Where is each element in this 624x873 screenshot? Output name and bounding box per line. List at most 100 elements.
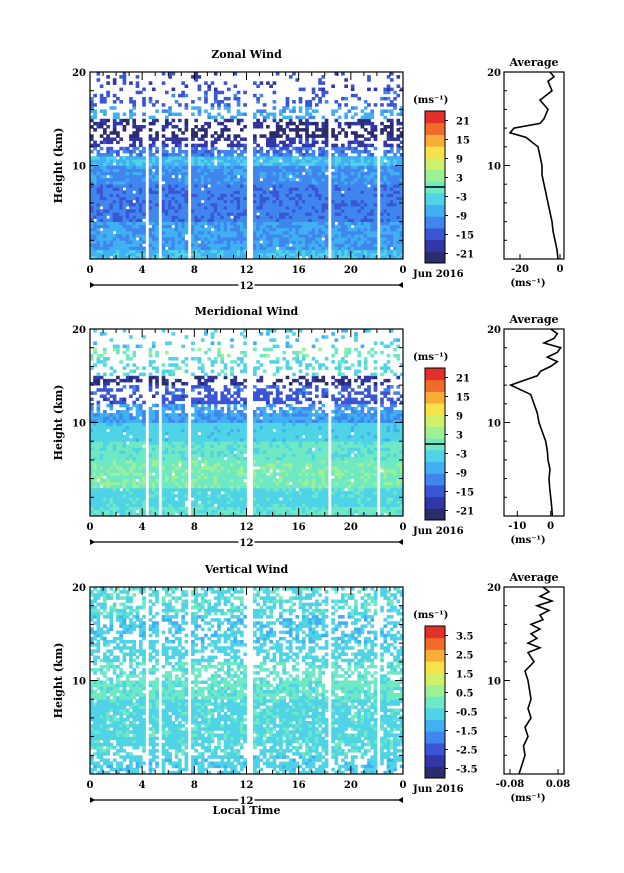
heatmap-cell: [363, 118, 368, 123]
heatmap-cell: [142, 410, 146, 414]
heatmap-cell: [321, 246, 326, 251]
heatmap-cell: [142, 159, 146, 163]
heatmap-cell: [253, 171, 257, 176]
heatmap-cell: [210, 199, 215, 204]
heatmap-cell: [135, 215, 140, 219]
heatmap-cell: [217, 243, 221, 247]
heatmap-cell: [164, 240, 169, 244]
heatmap-cell: [99, 177, 104, 182]
heatmap-cell: [171, 475, 176, 479]
heatmap-cell: [194, 153, 198, 157]
heatmap-cell: [99, 444, 104, 448]
heatmap-cell: [112, 149, 117, 154]
heatmap-cell: [178, 441, 182, 445]
heatmap-cell: [288, 196, 293, 201]
heatmap-cell: [181, 221, 185, 226]
heatmap-cell: [344, 209, 348, 213]
heatmap-cell: [138, 128, 143, 132]
heatmap-cell: [112, 428, 117, 433]
heatmap-cell: [164, 124, 169, 129]
heatmap-cell: [213, 131, 218, 135]
heatmap-cell: [197, 162, 202, 166]
heatmap-cell: [194, 212, 198, 216]
heatmap-cell: [106, 212, 110, 216]
heatmap-cell: [197, 128, 202, 132]
heatmap-cell: [93, 363, 97, 367]
heatmap-cell: [90, 234, 94, 238]
heatmap-cell: [318, 249, 322, 254]
heatmap-cell: [331, 159, 335, 163]
heatmap-cell: [132, 425, 137, 430]
heatmap-cell: [285, 212, 290, 216]
heatmap-cell: [93, 484, 97, 489]
heatmap-cell: [213, 118, 218, 123]
heatmap-cell: [399, 246, 404, 251]
heatmap-cell: [135, 453, 140, 458]
heatmap-cell: [399, 199, 404, 204]
heatmap-cell: [103, 378, 107, 383]
heatmap-cell: [213, 184, 218, 188]
heatmap-cell: [311, 243, 316, 247]
heatmap-cell: [213, 174, 218, 179]
heatmap-cell: [314, 212, 319, 216]
heatmap-cell: [314, 243, 319, 247]
heatmap-cell: [148, 360, 153, 364]
heatmap-cell: [178, 506, 182, 511]
heatmap-cell: [236, 109, 241, 113]
heatmap-cell: [259, 153, 264, 157]
heatmap-cell: [210, 106, 215, 110]
heatmap-cell: [204, 149, 208, 154]
heatmap-cell: [288, 252, 293, 257]
heatmap-cell: [370, 209, 375, 213]
heatmap-cell: [184, 187, 189, 191]
heatmap-cell: [106, 447, 110, 451]
heatmap-cell: [389, 224, 394, 229]
heatmap-cell: [282, 128, 287, 132]
heatmap-cell: [164, 156, 169, 160]
heatmap-cell: [109, 497, 114, 501]
heatmap-cell: [112, 255, 117, 260]
heatmap-cell: [116, 456, 120, 461]
heatmap-cell: [363, 212, 368, 216]
heatmap-cell: [311, 153, 316, 157]
heatmap-cell: [269, 174, 273, 179]
heatmap-cell: [122, 174, 127, 179]
heatmap-cell: [380, 184, 384, 188]
heatmap-cell: [210, 240, 215, 244]
heatmap-cell: [96, 378, 101, 383]
heatmap-cell: [275, 202, 280, 207]
heatmap-cell: [236, 171, 241, 176]
heatmap-cell: [93, 243, 97, 247]
heatmap-cell: [103, 187, 107, 191]
heatmap-cell: [168, 491, 172, 495]
heatmap-cell: [256, 230, 260, 235]
heatmap-cell: [138, 444, 143, 448]
heatmap-cell: [164, 190, 169, 194]
heatmap-cell: [380, 234, 384, 238]
heatmap-cell: [109, 174, 114, 179]
heatmap-cell: [269, 249, 273, 254]
heatmap-cell: [191, 218, 195, 222]
heatmap-cell: [194, 118, 198, 123]
heatmap-cell: [122, 196, 127, 201]
heatmap-cell: [370, 212, 375, 216]
heatmap-cell: [99, 84, 104, 88]
heatmap-cell: [367, 156, 371, 160]
heatmap-cell: [217, 121, 221, 126]
heatmap-cell: [109, 388, 114, 392]
heatmap-cell: [151, 500, 156, 504]
heatmap-cell: [142, 478, 146, 483]
heatmap-cell: [363, 137, 368, 141]
heatmap-cell: [132, 456, 137, 461]
heatmap-cell: [109, 484, 114, 489]
heatmap-cell: [129, 196, 133, 201]
heatmap-cell: [125, 431, 130, 436]
heatmap-cell: [298, 121, 303, 126]
heatmap-cell: [116, 209, 120, 213]
heatmap-cell: [357, 237, 362, 241]
heatmap-cell: [194, 171, 198, 176]
heatmap-cell: [357, 249, 362, 254]
heatmap-cell: [151, 375, 156, 380]
heatmap-cell: [259, 156, 264, 160]
heatmap-cell: [383, 168, 388, 173]
